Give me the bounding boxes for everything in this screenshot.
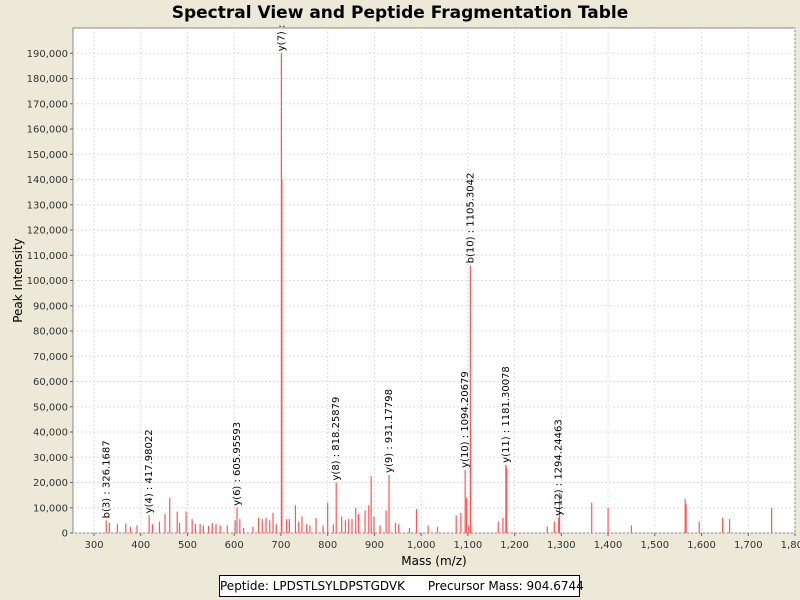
x-tick-label: 700: [271, 540, 290, 551]
y-tick-label: 190,000: [27, 49, 68, 60]
x-tick-label: 1,700: [734, 540, 763, 551]
y-axis-label: Peak Intensity: [11, 238, 25, 323]
y-tick-label: 150,000: [27, 150, 68, 161]
peak-annotation: y(11) : 1181.30078: [501, 366, 512, 463]
peak-annotation: y(9) : 931.17798: [384, 389, 395, 473]
y-tick-label: 120,000: [27, 226, 68, 237]
peak-annotations: b(3) : 326.1687 y(4) : 417.98022 y(6) : 60…: [101, 25, 564, 519]
x-tick-label: 500: [178, 540, 197, 551]
y-tick-label: 100,000: [27, 276, 68, 287]
y-tick-label: 180,000: [27, 74, 68, 85]
peak-annotation: b(10) : 1105.3042: [465, 173, 476, 264]
y-tick-label: 60,000: [33, 377, 68, 388]
y-tick-label: 10,000: [33, 503, 68, 514]
y-tick-label: 0: [62, 529, 68, 540]
y-tick-label: 160,000: [27, 125, 68, 136]
y-tick-label: 90,000: [33, 301, 68, 312]
peak-annotation: y(6) : 605.95593: [232, 422, 243, 506]
x-tick-label: 1,000: [407, 540, 436, 551]
spectrum-chart: b(3) : 326.1687 y(4) : 417.98022 y(6) : 60…: [11, 25, 800, 568]
x-tick-label: 1,300: [547, 540, 576, 551]
precursor-mass-value: 904.6744: [526, 579, 584, 593]
peptide-label: Peptide:: [220, 579, 269, 593]
peak-annotation: y(7) :: [276, 25, 287, 52]
y-tick-label: 70,000: [33, 352, 68, 363]
y-tick-label: 50,000: [33, 402, 68, 413]
chart-title: Spectral View and Peptide Fragmentation …: [171, 3, 629, 23]
peak-annotation: y(8) : 818.25879: [331, 397, 342, 481]
peak-annotation: y(10) : 1094.20679: [460, 371, 471, 468]
y-tick-label: 130,000: [27, 200, 68, 211]
peak-annotation: y(12) : 1294.24463: [554, 419, 565, 516]
x-tick-label: 1,500: [640, 540, 669, 551]
x-tick-label: 1,200: [500, 540, 529, 551]
x-tick-label: 900: [365, 540, 384, 551]
y-tick-label: 140,000: [27, 175, 68, 186]
y-tick-label: 80,000: [33, 327, 68, 338]
grid: [73, 28, 796, 534]
x-tick-label: 600: [225, 540, 244, 551]
x-tick-label: 800: [318, 540, 337, 551]
y-tick-label: 30,000: [33, 453, 68, 464]
x-tick-label: 1,100: [454, 540, 483, 551]
x-tick-label: 400: [131, 540, 150, 551]
x-tick-label: 1,800: [781, 540, 800, 551]
x-tick-label: 300: [84, 540, 103, 551]
peptide-sequence: LPDSTLSYLDPSTGDVK: [272, 579, 405, 593]
y-tick-label: 110,000: [27, 251, 68, 262]
peak-annotation: y(4) : 417.98022: [144, 429, 155, 513]
peptide-info-box: Peptide: LPDSTLSYLDPSTGDVK Precursor Mas…: [219, 575, 584, 597]
x-axis-label: Mass (m/z): [401, 554, 466, 568]
axes: 0 10,000 20,000 30,000 40,000 50,000 60,000 70,…: [27, 49, 800, 551]
x-tick-label: 1,600: [687, 540, 716, 551]
y-tick-label: 20,000: [33, 478, 68, 489]
y-tick-label: 40,000: [33, 428, 68, 439]
peak-annotation: b(3) : 326.1687: [101, 440, 112, 518]
precursor-mass-label: Precursor Mass:: [427, 579, 523, 593]
x-tick-label: 1,400: [594, 540, 623, 551]
peaks: [105, 53, 773, 533]
y-tick-label: 170,000: [27, 99, 68, 110]
